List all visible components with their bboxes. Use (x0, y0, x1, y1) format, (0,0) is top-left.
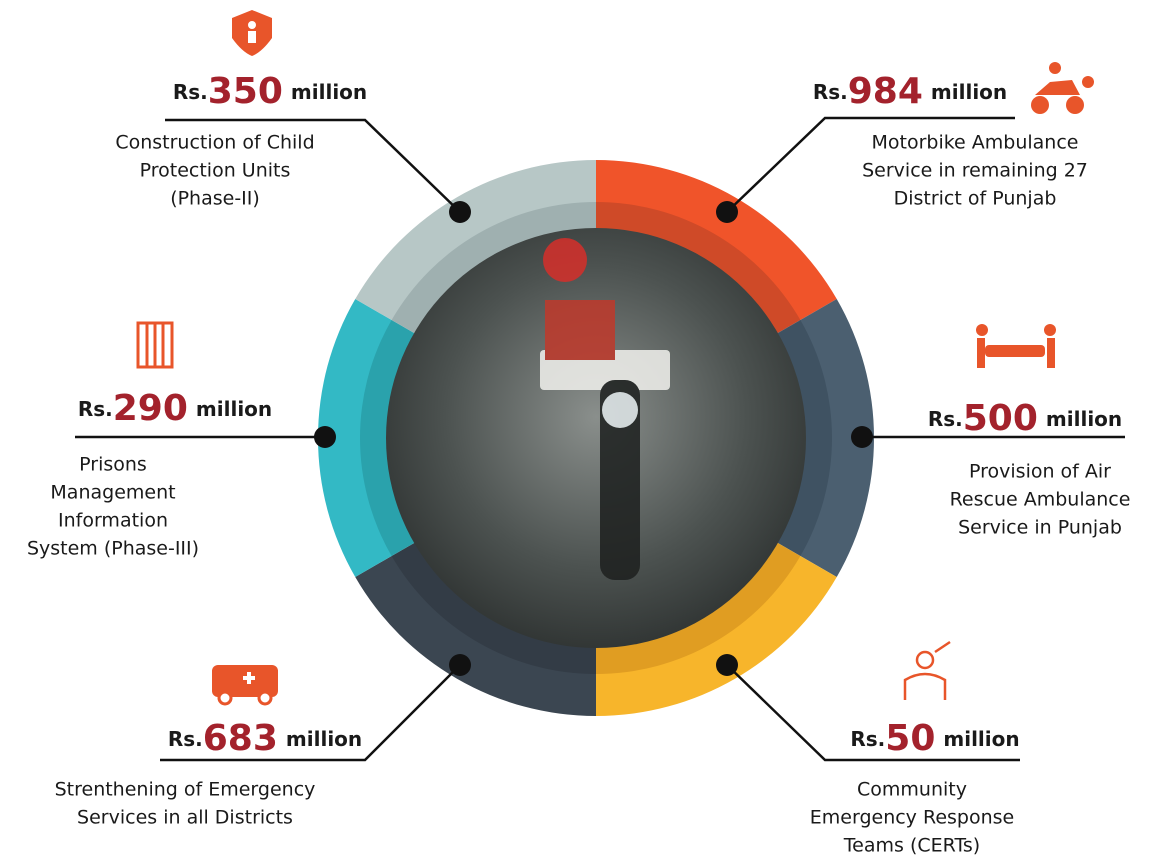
amount-value: 350 (208, 71, 283, 112)
description: Management (50, 482, 175, 504)
marker-dot (851, 426, 873, 448)
amount: Rs.984 million (813, 71, 1007, 112)
marker-dot (449, 654, 471, 676)
unit: million (286, 727, 362, 751)
description: Services in all Districts (77, 807, 293, 829)
description: Prisons (79, 454, 147, 476)
icon-child (232, 10, 272, 56)
unit: million (291, 80, 367, 104)
unit: million (196, 397, 272, 421)
amount-value: 290 (113, 388, 188, 429)
amount-value: 50 (885, 718, 935, 759)
description: Strenthening of Emergency (55, 779, 316, 801)
description: Provision of Air (969, 461, 1111, 483)
amount-value: 984 (848, 71, 923, 112)
icon-stretcher (976, 324, 1056, 368)
description: Construction of Child (115, 132, 314, 154)
description: Service in Punjab (958, 517, 1122, 539)
description: Emergency Response (810, 807, 1014, 829)
amount: Rs.500 million (928, 398, 1122, 439)
description: Motorbike Ambulance (871, 132, 1078, 154)
currency: Rs. (928, 407, 963, 431)
marker-dot (449, 201, 471, 223)
currency: Rs. (78, 397, 113, 421)
icon-ambulance (212, 665, 278, 704)
infographic: Rs.350millionConstruction of ChildProtec… (0, 0, 1154, 861)
amount-value: 683 (203, 718, 278, 759)
photo (386, 228, 806, 648)
amount: Rs.50 million (850, 718, 1019, 759)
description: System (Phase-III) (27, 538, 199, 560)
marker-dot (716, 201, 738, 223)
description: Community (857, 779, 967, 801)
icon-cert (905, 642, 950, 700)
amount-value: 500 (963, 398, 1038, 439)
currency: Rs. (173, 80, 208, 104)
unit: million (931, 80, 1007, 104)
currency: Rs. (813, 80, 848, 104)
icon-prison (138, 323, 172, 367)
description: Rescue Ambulance (950, 489, 1131, 511)
currency: Rs. (168, 727, 203, 751)
marker-dot (716, 654, 738, 676)
icon-motorbike (1031, 62, 1094, 114)
description: Teams (CERTs) (843, 835, 980, 857)
unit: million (1046, 407, 1122, 431)
description: Information (58, 510, 168, 532)
currency: Rs. (850, 727, 885, 751)
description: Service in remaining 27 (862, 160, 1088, 182)
amount: Rs.290 million (78, 388, 272, 429)
marker-dot (314, 426, 336, 448)
amount: Rs.683 million (168, 718, 362, 759)
description: (Phase-II) (170, 188, 260, 210)
description: District of Punjab (894, 188, 1057, 210)
unit: million (943, 727, 1019, 751)
amount: Rs.350 million (173, 71, 367, 112)
description: Protection Units (140, 160, 291, 182)
